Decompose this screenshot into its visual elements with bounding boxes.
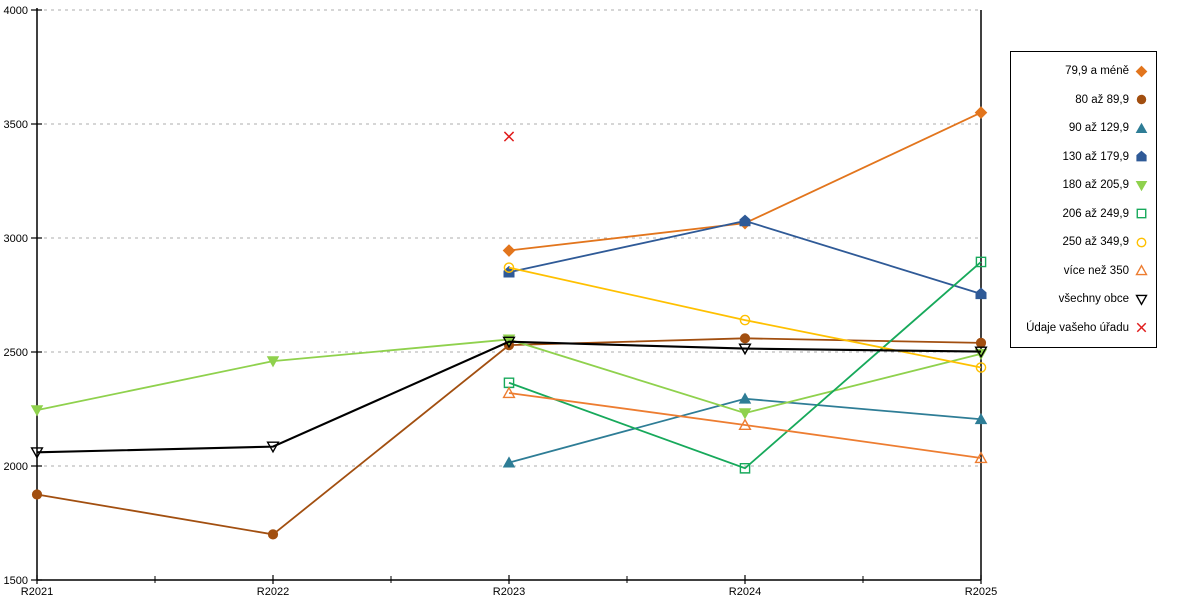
marker-circle-icon xyxy=(31,489,43,500)
legend-item: 79,9 a méně xyxy=(1015,59,1149,83)
legend-item: 206 až 249,9 xyxy=(1015,202,1149,226)
y-axis-tick-label: 2000 xyxy=(4,461,28,473)
x-axis-tick-label: R2021 xyxy=(21,586,53,598)
series-group xyxy=(502,392,988,468)
marker-triangle-down-icon xyxy=(974,346,988,359)
legend-item: 90 až 129,9 xyxy=(1015,116,1149,140)
legend-diamond-icon xyxy=(1135,65,1148,78)
marker-triangle-up-icon xyxy=(502,386,516,399)
marker-triangle-down-icon xyxy=(1135,180,1148,192)
y-axis-tick-label: 2500 xyxy=(4,347,28,359)
legend-circle-icon xyxy=(1136,95,1147,105)
marker-triangle-up-icon xyxy=(738,392,752,404)
marker-triangle-down-icon xyxy=(738,408,752,420)
marker-triangle-up-icon xyxy=(502,456,516,468)
series-group xyxy=(31,333,987,540)
series-group xyxy=(503,262,987,373)
marker-x-icon xyxy=(1136,322,1147,333)
marker-circle-icon xyxy=(739,314,751,326)
marker-circle-icon xyxy=(975,337,987,348)
legend-x-icon xyxy=(1136,322,1147,333)
marker-triangle-down-icon xyxy=(266,441,280,454)
marker-triangle-down-icon xyxy=(1135,294,1148,306)
series-group xyxy=(30,336,988,459)
legend-item: 130 až 179,9 xyxy=(1015,145,1149,169)
legend-item: 250 až 349,9 xyxy=(1015,230,1149,254)
marker-square-icon xyxy=(975,256,987,268)
marker-triangle-up-icon xyxy=(1135,122,1148,133)
legend-item-label: 250 až 349,9 xyxy=(1062,236,1129,249)
marker-diamond-icon xyxy=(1135,65,1148,78)
series-line xyxy=(36,337,982,536)
legend-circle-icon xyxy=(1136,237,1147,248)
legend-item-label: Údaje vašeho úřadu xyxy=(1026,321,1129,334)
marker-circle-icon xyxy=(267,529,279,540)
legend-triangle-down-icon xyxy=(1135,294,1148,306)
legend-item-label: více než 350 xyxy=(1063,264,1129,277)
marker-circle-icon xyxy=(975,362,987,373)
marker-triangle-down-icon xyxy=(30,405,44,417)
y-axis-tick-label: 3000 xyxy=(4,233,28,245)
series-line xyxy=(508,266,982,369)
legend-item-label: 206 až 249,9 xyxy=(1062,207,1129,220)
marker-triangle-up-icon xyxy=(974,451,988,464)
legend-item-label: 130 až 179,9 xyxy=(1062,150,1129,163)
legend-triangle-down-icon xyxy=(1135,180,1148,192)
marker-pentagon-icon xyxy=(739,214,751,227)
y-axis-tick-label: 1500 xyxy=(4,575,28,587)
y-axis-tick-label: 4000 xyxy=(4,5,28,17)
marker-triangle-up-icon xyxy=(738,418,752,431)
marker-x-icon xyxy=(503,131,515,142)
marker-square-icon xyxy=(739,462,751,474)
x-axis-tick-label: R2025 xyxy=(965,586,997,598)
marker-triangle-up-icon xyxy=(974,413,988,425)
marker-triangle-up-icon xyxy=(1135,264,1148,276)
legend-item-label: všechny obce xyxy=(1058,293,1129,306)
marker-pentagon-icon xyxy=(975,287,987,300)
legend-item: 180 až 205,9 xyxy=(1015,173,1149,197)
series-line xyxy=(508,261,982,470)
marker-triangle-down-icon xyxy=(502,336,516,349)
marker-diamond-icon xyxy=(502,244,516,257)
x-axis-tick-label: R2024 xyxy=(729,586,761,598)
series-line xyxy=(508,111,982,252)
marker-circle-icon xyxy=(503,262,515,273)
legend-item-label: 180 až 205,9 xyxy=(1062,179,1129,192)
legend-item-label: 79,9 a méně xyxy=(1065,65,1129,78)
series-group xyxy=(503,131,515,142)
marker-triangle-down-icon xyxy=(30,447,44,459)
series-group xyxy=(502,106,988,257)
series-line xyxy=(508,392,982,459)
series-group xyxy=(503,256,987,474)
marker-diamond-icon xyxy=(974,106,988,119)
legend-box: 79,9 a méně 80 až 89,9 90 až 129,9 130 až 1… xyxy=(1010,51,1157,348)
marker-square-icon xyxy=(503,377,515,389)
marker-triangle-down-icon xyxy=(738,343,752,356)
legend-square-icon xyxy=(1136,208,1147,219)
series-group xyxy=(502,386,988,464)
legend-item: Údaje vašeho úřadu xyxy=(1015,316,1149,340)
series-line xyxy=(36,340,982,454)
x-axis-tick-label: R2023 xyxy=(493,586,525,598)
legend-item-label: 90 až 129,9 xyxy=(1068,122,1129,135)
legend-triangle-up-icon xyxy=(1135,122,1148,133)
legend-pentagon-icon xyxy=(1136,150,1147,162)
marker-circle-icon xyxy=(739,333,751,344)
marker-circle-icon xyxy=(1136,95,1147,105)
x-axis-tick-label: R2022 xyxy=(257,586,289,598)
y-axis-tick-label: 3500 xyxy=(4,119,28,131)
legend-item: 80 až 89,9 xyxy=(1015,88,1149,112)
legend-item: více než 350 xyxy=(1015,259,1149,283)
marker-circle-icon xyxy=(1136,237,1147,248)
legend-triangle-up-icon xyxy=(1135,264,1148,276)
marker-triangle-down-icon xyxy=(266,356,280,368)
legend-item-label: 80 až 89,9 xyxy=(1075,93,1129,106)
marker-square-icon xyxy=(1136,208,1147,219)
legend-item: všechny obce xyxy=(1015,287,1149,311)
marker-pentagon-icon xyxy=(1136,150,1147,162)
